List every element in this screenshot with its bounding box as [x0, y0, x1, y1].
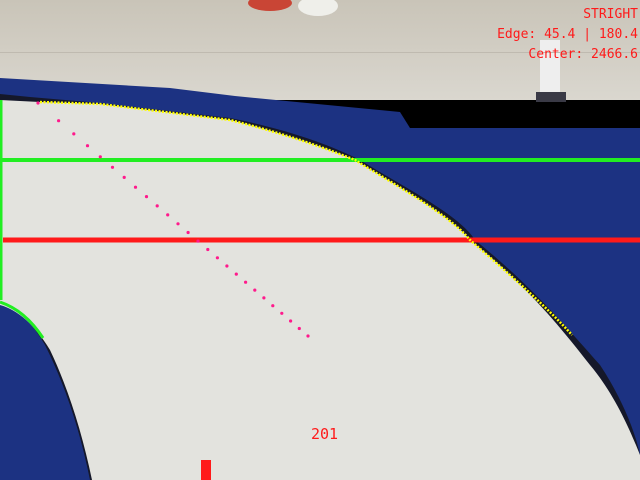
center-path-dot: [36, 101, 40, 105]
center-path-dot: [253, 288, 257, 292]
floor-object-right: [298, 0, 338, 16]
center-path-dot: [196, 239, 200, 243]
drive-mode-label: STRIGHT: [583, 7, 638, 22]
center-readout: Center: 2466.6: [528, 47, 638, 62]
track-surface: [0, 100, 640, 480]
center-path-dot: [297, 326, 301, 331]
center-path-dot: [166, 213, 170, 217]
center-path-dot: [72, 132, 76, 136]
center-path-dot: [206, 247, 210, 252]
center-path: [36, 101, 310, 338]
target-marker: [201, 460, 211, 480]
center-path-dot: [110, 165, 115, 169]
center-path-dot: [85, 144, 90, 148]
center-path-dot: [244, 280, 248, 284]
center-path-dot: [133, 185, 138, 189]
frame-counter: 201: [311, 425, 339, 443]
center-path-dot: [262, 296, 266, 300]
center-path-dot: [98, 155, 102, 159]
floor-background: [0, 0, 640, 100]
center-path-dot: [225, 264, 229, 268]
inner-edge-curve: [0, 300, 45, 339]
center-path-dot: [215, 256, 219, 260]
center-path-dot: [234, 272, 238, 276]
center-path-dot: [271, 304, 275, 308]
center-path-dot: [280, 311, 284, 315]
center-path-dot: [122, 175, 126, 179]
center-path-dot: [176, 222, 180, 226]
floor-joint: [0, 52, 640, 53]
center-path-dot: [144, 195, 149, 199]
floor-object-left: [248, 0, 292, 11]
center-path-dot: [155, 204, 159, 208]
center-path-dot: [306, 334, 310, 338]
chair-leg-shadow: [536, 92, 566, 102]
center-path-dot: [57, 119, 61, 123]
outer-edge-curve: [39, 100, 573, 336]
chair-leg: [540, 40, 560, 100]
center-path-dot: [186, 230, 190, 235]
center-path-dot: [289, 319, 293, 323]
edge-readout: Edge: 45.4 | 180.4: [497, 27, 638, 42]
